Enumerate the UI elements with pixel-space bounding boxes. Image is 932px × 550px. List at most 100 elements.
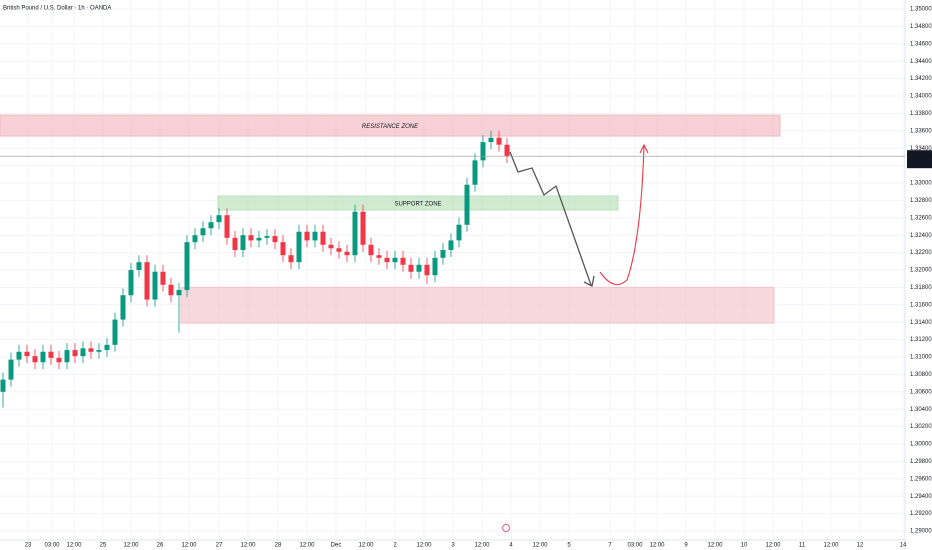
y-tick-label: 1.30000 bbox=[910, 442, 932, 448]
candle-body bbox=[424, 264, 430, 276]
x-tick-label: 12:00 bbox=[649, 543, 665, 549]
y-tick-label: 1.33600 bbox=[910, 128, 932, 134]
candle-body bbox=[240, 235, 246, 250]
candle-body bbox=[0, 379, 6, 392]
bull-path bbox=[599, 145, 645, 286]
x-tick-label: 12:00 bbox=[707, 543, 723, 549]
y-tick-label: 1.32200 bbox=[910, 250, 932, 256]
candle-body bbox=[32, 356, 38, 363]
y-tick-label: 1.31400 bbox=[910, 320, 932, 326]
candle-body bbox=[320, 231, 326, 245]
candle-body bbox=[400, 257, 406, 265]
candle-body bbox=[336, 248, 342, 252]
projection bbox=[509, 143, 649, 287]
candle-body bbox=[216, 215, 222, 223]
y-tick-label: 1.33800 bbox=[910, 111, 932, 117]
x-tick-label: 26 bbox=[157, 543, 164, 549]
candle-body bbox=[352, 211, 358, 256]
candle-body bbox=[296, 231, 302, 263]
candle-body bbox=[384, 257, 390, 263]
countdown: 23:37 bbox=[910, 161, 926, 167]
candle-body bbox=[416, 264, 422, 272]
zones: RESISTANCE ZONE SUPPORT ZONE bbox=[0, 114, 781, 324]
y-tick-label: 1.30400 bbox=[910, 407, 932, 413]
x-tick-label: 28 bbox=[275, 543, 282, 549]
x-tick-label: 2 bbox=[393, 543, 397, 549]
x-tick-label: 12:00 bbox=[358, 543, 374, 549]
x-tick-label: 12:00 bbox=[823, 543, 839, 549]
y-tick-label: 1.30600 bbox=[910, 389, 932, 395]
price-label-box bbox=[907, 150, 932, 169]
candle-body bbox=[504, 144, 510, 157]
candle-body bbox=[472, 160, 478, 185]
bear-path bbox=[509, 151, 592, 286]
candle-body bbox=[80, 348, 86, 357]
candle-body bbox=[72, 350, 78, 357]
candle-body bbox=[128, 270, 134, 296]
candle-body bbox=[24, 351, 30, 357]
y-tick-label: 1.34400 bbox=[910, 59, 932, 65]
y-tick-label: 1.31000 bbox=[910, 355, 932, 361]
y-tick-label: 1.30800 bbox=[910, 372, 932, 378]
candle-body bbox=[376, 255, 382, 258]
candle-body bbox=[88, 348, 94, 352]
candle-body bbox=[48, 351, 54, 358]
candle-body bbox=[408, 264, 414, 272]
candle-body bbox=[136, 262, 142, 270]
x-tick-label: 12 bbox=[857, 543, 864, 549]
x-tick-label: 23 bbox=[25, 543, 32, 549]
candle-body bbox=[264, 236, 270, 238]
candle-body bbox=[64, 350, 70, 363]
x-tick-label: 12:00 bbox=[66, 543, 82, 549]
candle-body bbox=[464, 184, 470, 225]
candle-body bbox=[248, 235, 254, 241]
candle-body bbox=[16, 351, 22, 360]
candle-body bbox=[280, 242, 286, 256]
x-tick-label: 12:00 bbox=[474, 543, 490, 549]
y-tick-label: 1.34000 bbox=[910, 94, 932, 100]
candle-body bbox=[224, 215, 230, 238]
candle-body bbox=[328, 244, 334, 249]
y-tick-label: 1.29000 bbox=[910, 529, 932, 535]
candle-body bbox=[392, 257, 398, 263]
chart-title: British Pound / U.S. Dollar · 1h · OANDA bbox=[3, 6, 111, 12]
candle-body bbox=[440, 249, 446, 258]
zone-label: RESISTANCE ZONE bbox=[362, 124, 419, 130]
y-tick-label: 1.34800 bbox=[910, 24, 932, 30]
x-tick-label: 12:00 bbox=[416, 543, 432, 549]
x-tick-label: 4 bbox=[509, 543, 513, 549]
x-tick-label: 12:00 bbox=[299, 543, 315, 549]
y-tick-label: 1.32600 bbox=[910, 215, 932, 221]
y-tick-label: 1.35000 bbox=[910, 7, 932, 13]
candle-body bbox=[496, 137, 502, 145]
y-tick-label: 1.34600 bbox=[910, 41, 932, 47]
x-tick-label: 10 bbox=[741, 543, 748, 549]
y-tick-label: 1.31600 bbox=[910, 302, 932, 308]
x-tick-label: 03:00 bbox=[44, 543, 60, 549]
x-tick-label: 9 bbox=[684, 543, 688, 549]
y-tick-label: 1.29600 bbox=[910, 476, 932, 482]
x-tick-label: 25 bbox=[100, 543, 107, 549]
x-tick-label: 12:00 bbox=[240, 543, 256, 549]
y-tick-label: 1.30200 bbox=[910, 424, 932, 430]
y-tick-label: 1.34200 bbox=[910, 76, 932, 82]
x-tick-label: 5 bbox=[567, 543, 571, 549]
x-tick-label: 12:00 bbox=[532, 543, 548, 549]
y-tick-label: 1.31200 bbox=[910, 337, 932, 343]
x-tick-label: 03:00 bbox=[627, 543, 643, 549]
candle-body bbox=[288, 255, 294, 263]
candle-body bbox=[176, 290, 182, 296]
candle-body bbox=[488, 137, 494, 143]
x-tick-label: 11 bbox=[799, 543, 806, 549]
axes: 1.29000 1.29200 1.29400 1.29600 1.29800 1.300… bbox=[0, 7, 932, 549]
candle-body bbox=[40, 351, 46, 363]
candle-body bbox=[192, 235, 198, 243]
candle-body bbox=[344, 251, 350, 256]
candle-body bbox=[112, 319, 118, 345]
y-tick-label: 1.29400 bbox=[910, 494, 932, 500]
x-tick-label: 12:00 bbox=[181, 543, 197, 549]
candle-body bbox=[160, 271, 166, 285]
event-icon bbox=[502, 524, 510, 532]
candle-body bbox=[200, 228, 206, 236]
x-tick-label: 27 bbox=[216, 543, 223, 549]
